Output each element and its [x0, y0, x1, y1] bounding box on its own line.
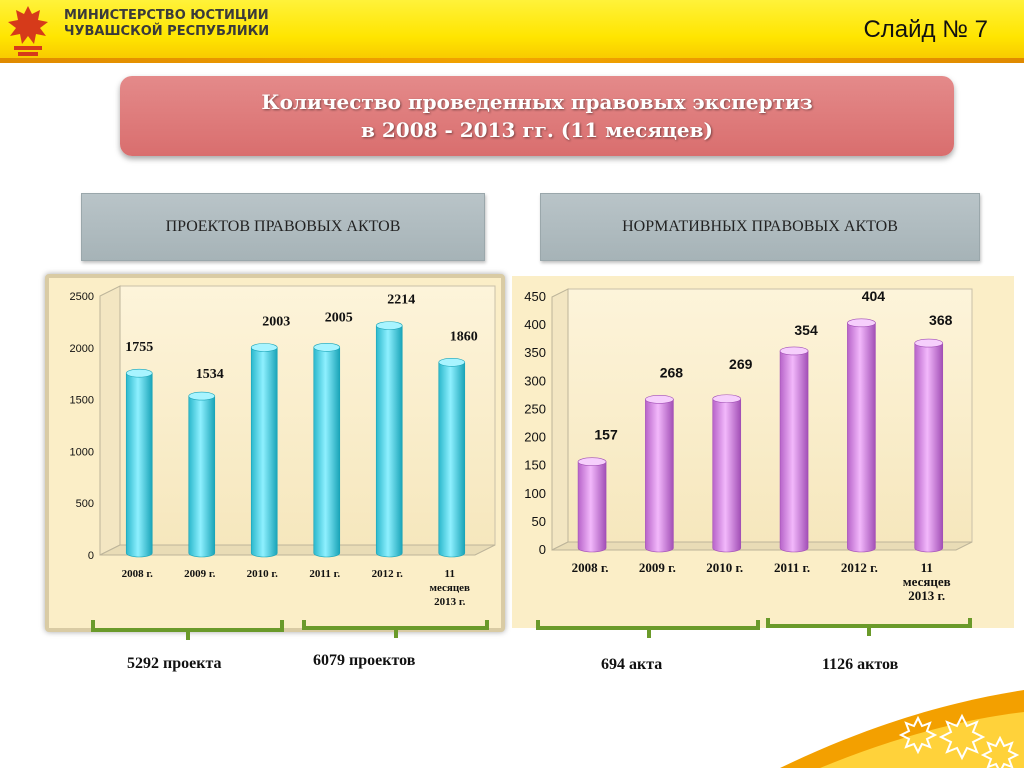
category-box-left: ПРОЕКТОВ ПРАВОВЫХ АКТОВ: [81, 193, 485, 261]
slide-number: Слайд № 7: [863, 16, 988, 43]
ministry-name: МИНИСТЕРСТВО ЮСТИЦИИ ЧУВАШСКОЙ РЕСПУБЛИК…: [64, 8, 269, 40]
corner-swoosh: [780, 690, 1024, 768]
star-icon-2: [938, 713, 986, 761]
ministry-line-2: ЧУВАШСКОЙ РЕСПУБЛИКИ: [64, 24, 270, 39]
total-left-a: 5292 проекта: [127, 655, 222, 672]
right-chart-panel: [512, 276, 1014, 628]
ministry-line-1: МИНИСТЕРСТВО ЮСТИЦИИ: [64, 8, 269, 23]
star-icon-1: [898, 715, 938, 755]
total-left-b: 6079 проектов: [313, 652, 416, 669]
header-banner: [0, 0, 1024, 62]
page-title: Количество проведенных правовых эксперти…: [120, 76, 954, 156]
category-box-right: НОРМАТИВНЫХ ПРАВОВЫХ АКТОВ: [540, 193, 980, 261]
title-line-2: в 2008 - 2013 гг. (11 месяцев): [361, 118, 713, 142]
corner-swoosh-light: [820, 712, 1024, 768]
title-line-1: Количество проведенных правовых эксперти…: [261, 90, 813, 114]
total-right-a: 694 акта: [601, 656, 663, 673]
star-icon-3: [980, 735, 1020, 768]
header-divider: [0, 58, 1024, 63]
chuvash-emblem-icon: [8, 6, 48, 56]
total-right-b: 1126 актов: [822, 656, 899, 673]
left-chart-panel: [45, 274, 505, 632]
